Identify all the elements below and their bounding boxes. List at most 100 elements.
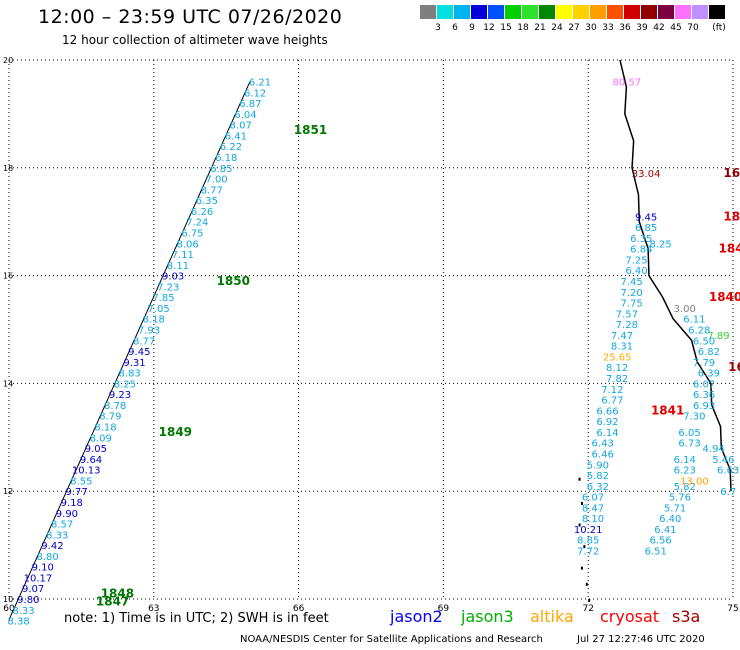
credit-text: NOAA/NESDIS Center for Satellite Applica… — [240, 634, 543, 645]
scale-label: 9 — [469, 23, 475, 33]
pass-time-label: 1848 — [101, 587, 134, 601]
wave-height-label: 8.77 — [201, 185, 223, 196]
wave-height-label: 7.72 — [577, 546, 599, 557]
wave-height-label: 7.93 — [138, 326, 160, 337]
wave-height-label: 33.04 — [632, 169, 661, 180]
wave-height-label: 6.12 — [244, 88, 266, 99]
wave-height-label: 6.26 — [191, 207, 213, 218]
scale-swatch — [692, 5, 708, 19]
x-tick-label: 63 — [148, 604, 159, 614]
wave-height-label: 6.41 — [225, 131, 247, 142]
wave-height-label: 6.51 — [645, 546, 667, 557]
footnote: note: 1) Time is in UTC; 2) SWH is in fe… — [64, 611, 329, 626]
pass-time-label: 1656 — [723, 166, 740, 180]
scale-swatch — [641, 5, 657, 19]
wave-height-label: 5.90 — [587, 460, 609, 471]
wave-height-label: 8.78 — [104, 401, 126, 412]
island-speck — [588, 599, 591, 602]
wave-height-label: 6.23 — [674, 466, 696, 477]
legend-item-cryosat: cryosat — [600, 607, 660, 626]
wave-height-label: 8.10 — [582, 514, 604, 525]
wave-height-label: 5.82 — [674, 482, 696, 493]
wave-height-label: 6.40 — [659, 514, 681, 525]
scale-label: 36 — [619, 23, 631, 33]
y-tick-label: 20 — [3, 56, 13, 65]
wave-height-label: 6.22 — [220, 142, 242, 153]
wave-height-label: 6.07 — [582, 493, 604, 504]
wave-height-label: 7.28 — [616, 320, 638, 331]
wave-height-label: 7.89 — [707, 331, 729, 342]
island-speck — [580, 501, 583, 505]
wave-height-label: 9.45 — [635, 212, 657, 223]
wave-height-label: 9.03 — [162, 272, 184, 283]
scale-label: 21 — [534, 23, 546, 33]
wave-height-label: 6.14 — [596, 428, 618, 439]
wave-height-label: 10.13 — [72, 466, 101, 477]
wave-height-label: 6.04 — [234, 110, 256, 121]
y-tick-label: 18 — [3, 164, 13, 173]
scale-label: 18 — [517, 23, 529, 33]
wave-height-label: 9.05 — [85, 444, 107, 455]
pass-time-label: 1849 — [159, 425, 192, 439]
wave-height-label: 8.57 — [51, 520, 73, 531]
wave-height-label: 7.45 — [621, 277, 643, 288]
wave-height-label: 6.73 — [678, 439, 700, 450]
wave-height-label: 6.92 — [596, 417, 618, 428]
wave-height-label: 5.82 — [587, 471, 609, 482]
wave-height-label: 8.80 — [36, 552, 58, 563]
wave-height-label: 6.85 — [635, 223, 657, 234]
scale-label: 15 — [500, 23, 512, 33]
wave-height-label: 6.56 — [649, 536, 671, 547]
scale-label: 12 — [483, 23, 495, 33]
wave-height-label: 7.23 — [157, 282, 179, 293]
wave-height-label: 6.39 — [698, 369, 720, 380]
scale-swatch — [437, 5, 453, 19]
wave-height-label: 7.24 — [186, 218, 208, 229]
wave-height-label: 6.93 — [693, 401, 715, 412]
wave-height-label: 7.57 — [616, 309, 638, 320]
y-tick-label: 16 — [3, 272, 13, 281]
wave-height-label: 9.07 — [22, 584, 44, 595]
legend-item-jason2: jason2 — [390, 607, 443, 626]
wave-height-label: 80.57 — [612, 78, 641, 89]
wave-height-label: 7.85 — [152, 293, 174, 304]
scale-label: 45 — [670, 23, 682, 33]
wave-height-label: 3.00 — [674, 304, 696, 315]
scale-label: 70 — [687, 23, 699, 33]
wave-height-label: 8.07 — [230, 121, 252, 132]
wave-height-label: 8.83 — [119, 369, 141, 380]
scale-swatch — [488, 5, 504, 19]
island-speck — [585, 582, 588, 586]
wave-height-label: 9.64 — [80, 455, 102, 466]
scale-swatch — [505, 5, 521, 19]
wave-height-label: 6.84 — [630, 245, 652, 256]
wave-height-label: 6.05 — [678, 428, 700, 439]
wave-height-label: 8.47 — [582, 503, 604, 514]
wave-height-label: 6.46 — [592, 449, 614, 460]
legend-item-jason3: jason3 — [461, 607, 514, 626]
wave-height-label: 6.14 — [674, 455, 696, 466]
pass-time-label: 1841 — [651, 403, 684, 417]
scale-swatch — [658, 5, 674, 19]
pass-time-label: 1840 — [709, 290, 740, 304]
scale-swatch — [420, 5, 436, 19]
wave-height-label: 7.79 — [693, 358, 715, 369]
wave-height-label: 7.30 — [683, 412, 705, 423]
island-speck — [580, 566, 583, 570]
wave-height-label: 6.35 — [196, 196, 218, 207]
wave-height-label: 9.23 — [109, 390, 131, 401]
wave-height-label: 7.00 — [205, 175, 227, 186]
scale-label: 27 — [568, 23, 580, 33]
track-line-west — [8, 81, 251, 621]
legend-item-s3a: s3a — [672, 607, 701, 626]
pass-time-label: 1850 — [217, 274, 250, 288]
wave-height-label: 6.41 — [654, 525, 676, 536]
legend-item-altika: altika — [530, 607, 574, 626]
wave-height-label: 10.21 — [574, 525, 603, 536]
scale-label: 33 — [602, 23, 614, 33]
wave-height-label: 7.47 — [611, 331, 633, 342]
wave-height-label: 6.07 — [693, 379, 715, 390]
wave-height-label: 6.21 — [249, 78, 271, 89]
wave-height-label: 6.77 — [601, 396, 623, 407]
